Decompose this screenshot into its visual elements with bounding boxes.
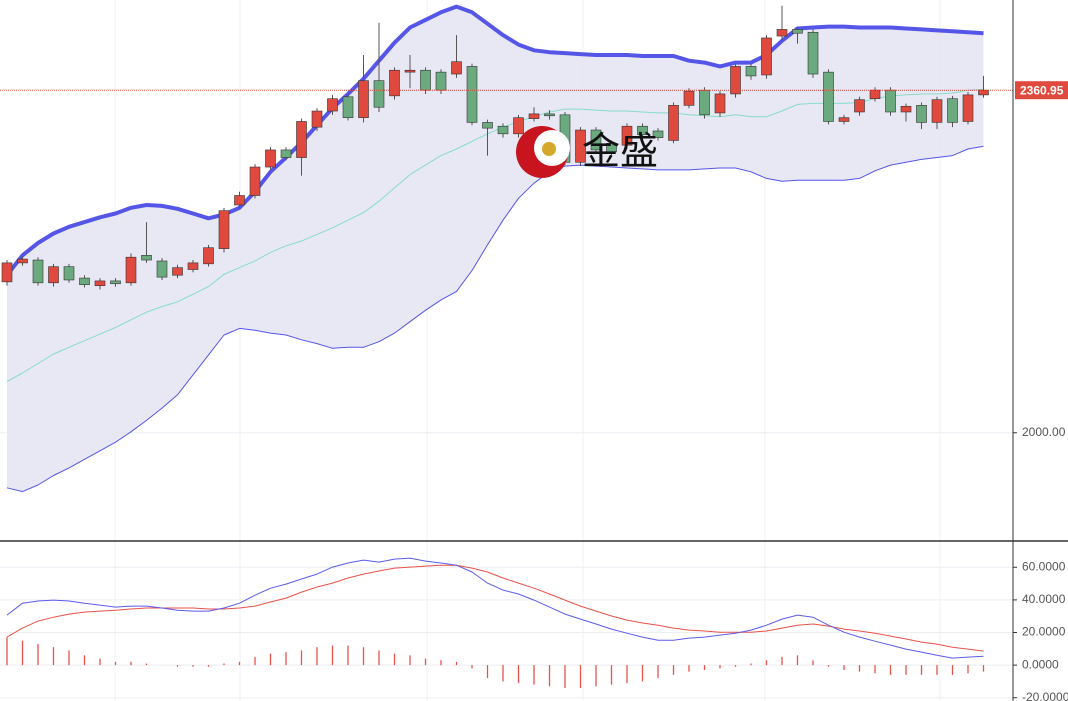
candle-body [668,105,679,141]
candle-body [900,105,912,113]
y-tick-label: 40.0000 [1022,592,1066,606]
candle-body [420,69,431,91]
candle-body [389,69,400,97]
candle-body [234,195,245,206]
candle-body [451,61,462,75]
candle-body [885,89,896,113]
candle-body [249,166,261,196]
signal-line [6,564,984,652]
macd-panel [0,557,1013,699]
candle-body [699,89,710,116]
candle-body [978,89,989,96]
candle-body [141,254,152,261]
candle-body [683,90,695,106]
candle-body [528,113,540,119]
candle-body [311,110,323,128]
y-tick-label: -20.0000 [1022,690,1068,701]
candle-body [125,256,137,284]
candle-body [296,121,307,158]
candle-body [652,130,664,138]
candle-body [869,89,881,99]
candle-body [497,125,509,135]
y-tick-label: 20.0000 [1022,625,1066,639]
y-tick-label: 60.0000 [1022,559,1066,573]
bollinger-band-fill [7,6,984,492]
candle-body [544,113,555,117]
candle-body [606,143,617,153]
candle-body [32,259,44,284]
bollinger-middle [6,88,984,382]
candle-body [265,149,276,168]
candle-body [48,266,59,284]
candle-body [280,149,292,158]
candle-body [854,99,865,113]
candle-body [218,210,230,249]
candle-body [761,37,772,76]
candle-body [838,117,850,122]
candle-body [637,125,648,136]
last-price-label: 2360.95 [1020,83,1064,97]
candle-body [745,66,757,77]
candle-body [156,260,168,278]
candle-body [404,69,416,73]
candle-body [590,129,602,151]
candle-body [79,277,90,286]
candle-body [435,71,447,91]
candle-body [931,99,943,123]
logo-dot [542,142,556,156]
watermark-text: 金盛 [582,131,658,173]
candle-body [327,98,338,112]
candle-body [730,66,741,95]
candle-body [63,266,75,281]
candle-body [17,258,28,264]
candle-body [94,280,106,286]
candle-body [823,71,834,122]
candle-body [358,80,369,118]
y-tick-label: 2000.00 [1022,425,1066,439]
watermark: 金盛 [516,126,658,178]
price-panel [0,4,1013,493]
macd-line [6,557,984,659]
price-axis: 2000.00 2360.95 60.0000 40.0000 20.0000 0.000… [1013,81,1068,701]
candle-body [466,66,478,123]
last-price-box [1015,81,1068,100]
candle-body [187,262,199,270]
candle-body [621,125,633,146]
y-tick-label: 0.0000 [1022,657,1059,671]
candle-body [513,117,524,135]
candle-body [792,29,803,34]
candle-body [110,280,121,285]
candle-body [916,105,927,123]
candle-body [575,129,586,163]
candle-body [373,80,385,108]
bollinger-upper [5,4,984,277]
candle-body [203,247,214,265]
candle-body [776,29,788,37]
candle-body [947,98,958,123]
candle-body [172,267,183,276]
candle-body [482,122,493,129]
candle-body [807,31,819,75]
candle-body [342,96,354,118]
bollinger-lower [6,145,984,493]
candle-body [1,262,13,283]
candle-body [962,94,974,122]
candle-body [714,93,726,114]
